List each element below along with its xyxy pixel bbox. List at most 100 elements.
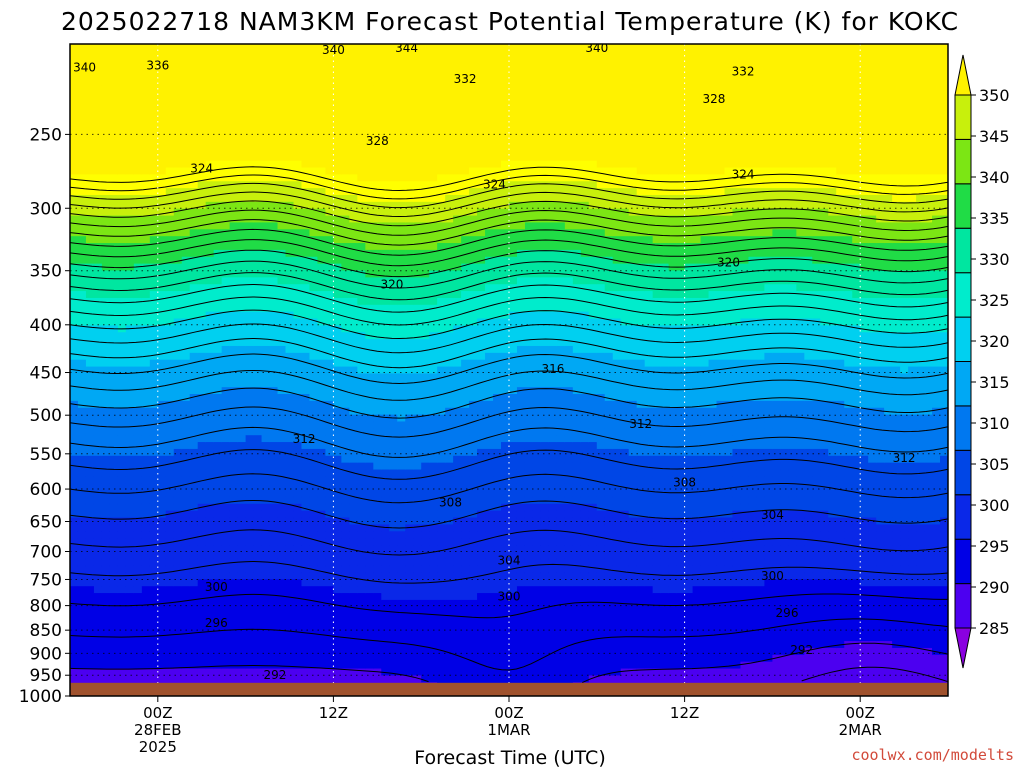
fill-cell xyxy=(429,146,438,155)
fill-cell xyxy=(349,442,358,450)
fill-cell xyxy=(397,613,406,622)
fill-cell xyxy=(301,407,311,416)
fill-cell xyxy=(309,194,319,203)
fill-cell xyxy=(437,654,446,663)
fill-cell xyxy=(469,236,478,244)
fill-cell xyxy=(101,647,111,656)
fill-cell xyxy=(197,366,207,375)
fill-cell xyxy=(317,236,327,244)
fill-cell xyxy=(173,551,183,560)
fill-cell xyxy=(397,483,406,491)
fill-cell xyxy=(109,483,119,491)
fill-cell xyxy=(93,325,103,333)
fill-cell xyxy=(133,318,143,326)
fill-cell xyxy=(157,85,167,93)
fill-cell xyxy=(221,510,231,519)
fill-cell xyxy=(405,105,414,114)
fill-cell xyxy=(165,181,175,189)
fill-cell xyxy=(421,380,430,388)
fill-cell xyxy=(229,304,239,313)
fill-cell xyxy=(205,620,215,628)
fill-cell xyxy=(197,613,207,622)
fill-cell xyxy=(149,332,159,340)
fill-cell xyxy=(165,647,175,656)
fill-cell xyxy=(485,222,494,230)
fill-cell xyxy=(245,593,255,601)
fill-cell xyxy=(77,387,87,395)
fill-cell xyxy=(277,284,287,292)
fill-cell xyxy=(245,263,255,272)
fill-cell xyxy=(77,469,87,477)
fill-cell xyxy=(85,380,95,388)
fill-cell xyxy=(117,256,127,265)
fill-cell xyxy=(173,44,183,52)
fill-cell xyxy=(149,297,159,306)
fill-cell xyxy=(445,352,454,361)
fill-cell xyxy=(277,620,287,628)
fill-cell xyxy=(373,565,382,574)
fill-cell xyxy=(341,627,350,635)
fill-cell xyxy=(381,373,390,381)
fill-cell xyxy=(277,229,287,237)
fill-cell xyxy=(70,92,79,100)
fill-cell xyxy=(157,345,167,354)
fill-cell xyxy=(445,222,454,230)
fill-cell xyxy=(141,105,151,114)
fill-cell xyxy=(245,85,255,93)
fill-cell xyxy=(205,352,215,361)
fill-cell xyxy=(405,291,414,299)
fill-cell xyxy=(429,126,438,134)
fill-cell xyxy=(293,215,303,224)
fill-cell xyxy=(301,538,311,546)
fill-cell xyxy=(413,78,422,86)
fill-cell xyxy=(469,421,478,429)
fill-cell xyxy=(109,153,119,162)
fill-cell xyxy=(197,483,207,491)
fill-cell xyxy=(349,291,358,299)
fill-cell xyxy=(445,174,454,182)
fill-cell xyxy=(413,105,422,114)
fill-cell xyxy=(125,201,135,210)
fill-cell xyxy=(253,387,263,395)
fill-cell xyxy=(205,208,215,217)
fill-cell xyxy=(325,654,334,663)
fill-cell xyxy=(133,277,143,285)
fill-cell xyxy=(221,517,231,526)
fill-cell xyxy=(317,366,327,375)
fill-cell xyxy=(413,325,422,333)
fill-cell xyxy=(149,476,159,484)
fill-cell xyxy=(149,50,159,59)
fill-cell xyxy=(485,270,494,278)
fill-cell xyxy=(333,277,342,285)
fill-cell xyxy=(165,50,175,59)
fill-cell xyxy=(349,311,358,320)
fill-cell xyxy=(341,291,350,299)
fill-cell xyxy=(349,380,358,388)
fill-cell xyxy=(437,50,446,59)
fill-cell xyxy=(285,654,295,663)
fill-cell xyxy=(341,579,350,587)
fill-cell xyxy=(469,92,478,100)
fill-cell xyxy=(317,510,327,519)
fill-cell xyxy=(485,366,494,375)
fill-cell xyxy=(261,119,271,127)
fill-cell xyxy=(245,318,255,326)
fill-cell xyxy=(469,455,478,464)
fill-cell xyxy=(173,634,183,642)
fill-cell xyxy=(397,661,406,670)
fill-cell xyxy=(485,105,494,114)
fill-cell xyxy=(165,297,175,306)
fill-cell xyxy=(301,160,311,169)
fill-cell xyxy=(141,538,151,546)
fill-cell xyxy=(149,490,159,498)
fill-cell xyxy=(245,545,255,553)
fill-cell xyxy=(445,558,454,567)
fill-cell xyxy=(237,215,247,224)
fill-cell xyxy=(301,325,311,333)
fill-cell xyxy=(381,380,390,388)
fill-cell xyxy=(285,50,295,59)
fill-cell xyxy=(205,654,215,663)
fill-cell xyxy=(437,153,446,162)
fill-cell xyxy=(117,565,127,574)
fill-cell xyxy=(341,428,350,436)
